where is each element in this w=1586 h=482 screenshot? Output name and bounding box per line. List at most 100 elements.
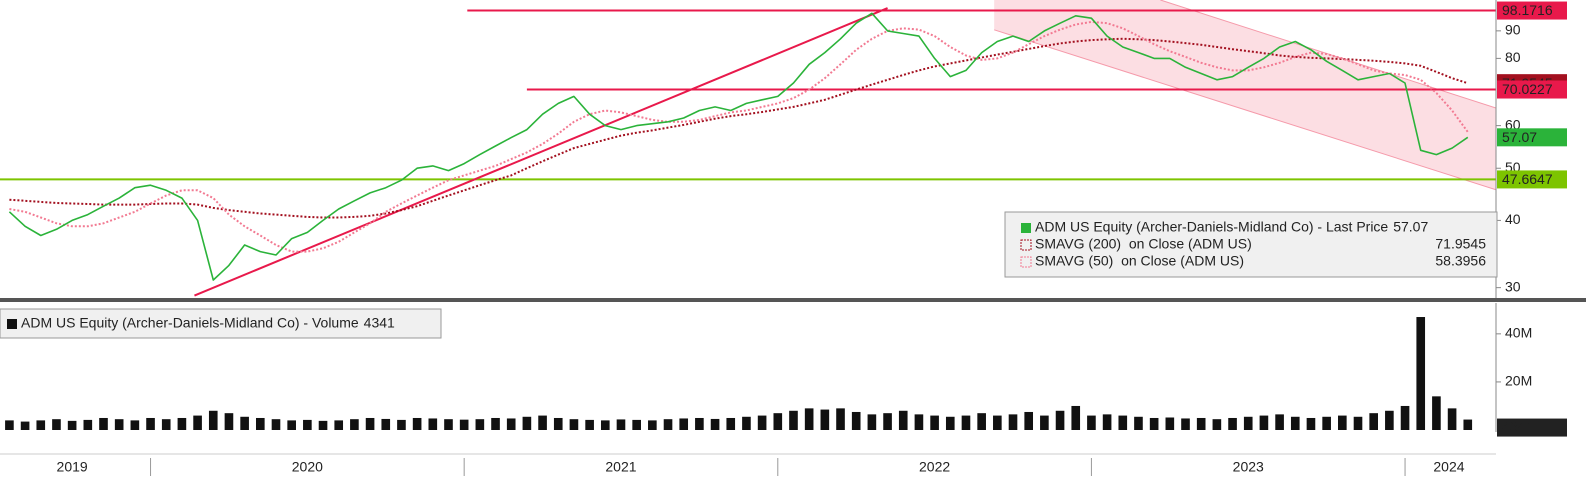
- volume-bar: [1149, 417, 1159, 430]
- volume-bar: [52, 419, 61, 430]
- volume-bar: [1212, 419, 1222, 430]
- volume-bar: [506, 418, 516, 430]
- volume-bar: [851, 411, 861, 430]
- volume-bar: [820, 409, 830, 430]
- volume-bar: [1322, 416, 1331, 430]
- volume-bar: [1369, 413, 1378, 430]
- volume-bar: [977, 413, 986, 430]
- legend-swatch: [1020, 256, 1032, 268]
- x-tick-label: 2023: [1233, 459, 1264, 475]
- legend-box: [1004, 211, 1498, 278]
- x-tick-label: 2024: [1433, 459, 1464, 475]
- volume-bar: [459, 419, 469, 430]
- volume-bar: [773, 413, 783, 430]
- volume-bar: [287, 420, 296, 430]
- volume-bar: [1008, 414, 1018, 430]
- price-tag: [1497, 80, 1567, 99]
- volume-bar: [1306, 417, 1316, 430]
- volume-tag: [1497, 418, 1567, 437]
- volume-bar: [397, 419, 406, 430]
- volume-bar: [1134, 416, 1143, 430]
- price-plot: [0, 0, 1496, 297]
- volume-bar: [648, 420, 657, 430]
- volume-bar: [1432, 396, 1441, 430]
- price-tag-label: 57.07: [1502, 129, 1537, 145]
- y-tick-label: 40: [1505, 211, 1521, 227]
- price-tag: [1497, 128, 1567, 147]
- series-line: [8, 12, 1469, 281]
- volume-bar: [1087, 415, 1096, 430]
- y-tick-label: 30: [1505, 278, 1521, 294]
- volume-bar: [1290, 416, 1300, 430]
- channel-edge: [994, 29, 1496, 191]
- volume-bar: [20, 421, 30, 430]
- y-tick-label: 80: [1505, 49, 1521, 65]
- x-tick-label: 2022: [919, 459, 950, 475]
- volume-bar: [1275, 414, 1284, 430]
- volume-bar: [1040, 415, 1049, 430]
- volume-bar: [1181, 418, 1190, 430]
- y-tick-label: 90: [1505, 22, 1521, 38]
- volume-bar: [804, 408, 814, 430]
- volume-bar: [600, 420, 610, 430]
- volume-bar: [663, 419, 673, 430]
- volume-bar: [381, 418, 391, 430]
- volume-bar: [836, 408, 845, 430]
- x-tick-label: 2020: [292, 459, 323, 475]
- volume-bar: [1416, 317, 1426, 430]
- price-tag-label: 47.6647: [1502, 171, 1553, 187]
- volume-bar: [883, 413, 892, 430]
- volume-bar: [5, 420, 14, 430]
- volume-overlay: 20M 40M 4341 ADM US Equity (Archer-Daniels-…: [0, 303, 1567, 476]
- volume-bar: [1463, 419, 1473, 430]
- volume-bar: [930, 415, 939, 430]
- y-tick-label: 20M: [1505, 373, 1532, 389]
- volume-bar: [318, 420, 328, 430]
- volume-bar: [161, 419, 171, 430]
- volume-bar: [146, 417, 155, 430]
- volume-bar: [208, 410, 218, 430]
- volume-bar: [757, 415, 767, 430]
- volume-bar: [412, 417, 422, 430]
- legend-swatch: [1021, 223, 1031, 233]
- volume-bar: [789, 410, 798, 430]
- trend-channel: [994, 0, 1496, 190]
- volume-bar: [1055, 410, 1065, 430]
- legend-label: ADM US Equity (Archer-Daniels-Midland Co…: [1035, 219, 1388, 235]
- legend-value: 58.3956: [1435, 253, 1486, 269]
- volume-bar: [867, 414, 877, 430]
- volume-bar: [1196, 417, 1206, 430]
- volume-bar: [1071, 405, 1081, 430]
- volume-bar: [365, 417, 375, 430]
- volume-bar: [177, 417, 187, 430]
- legend-label: SMAVG (200) on Close (ADM US): [1035, 236, 1252, 252]
- volume-bar: [130, 420, 140, 430]
- volume-bar: [961, 415, 971, 430]
- volume-bar: [695, 417, 704, 430]
- volume-bar: [1228, 417, 1237, 430]
- volume-bar: [742, 416, 751, 430]
- volume-bar: [428, 418, 438, 430]
- volume-bar: [538, 415, 547, 430]
- series-line: [9, 20, 1469, 253]
- legend-value: 71.9545: [1435, 236, 1486, 252]
- legend-label: ADM US Equity (Archer-Daniels-Midland Co…: [21, 315, 359, 331]
- volume-bar: [1102, 414, 1112, 430]
- legend-value: 4341: [364, 315, 395, 331]
- volume-bar: [616, 419, 626, 430]
- volume-bar: [334, 420, 344, 430]
- volume-bar: [67, 420, 77, 430]
- volume-bar: [240, 416, 249, 430]
- legend-swatch: [1020, 239, 1032, 251]
- volume-bar: [350, 419, 359, 430]
- panel-separator: [0, 298, 1586, 302]
- volume-bar: [898, 410, 908, 430]
- legend-box: [0, 308, 442, 339]
- volume-bar: [553, 417, 563, 430]
- volume-bar: [114, 419, 124, 430]
- volume-bar: [632, 419, 641, 430]
- trend-line: [194, 7, 888, 297]
- volume-bar: [1400, 405, 1410, 430]
- volume-bar: [1338, 415, 1347, 430]
